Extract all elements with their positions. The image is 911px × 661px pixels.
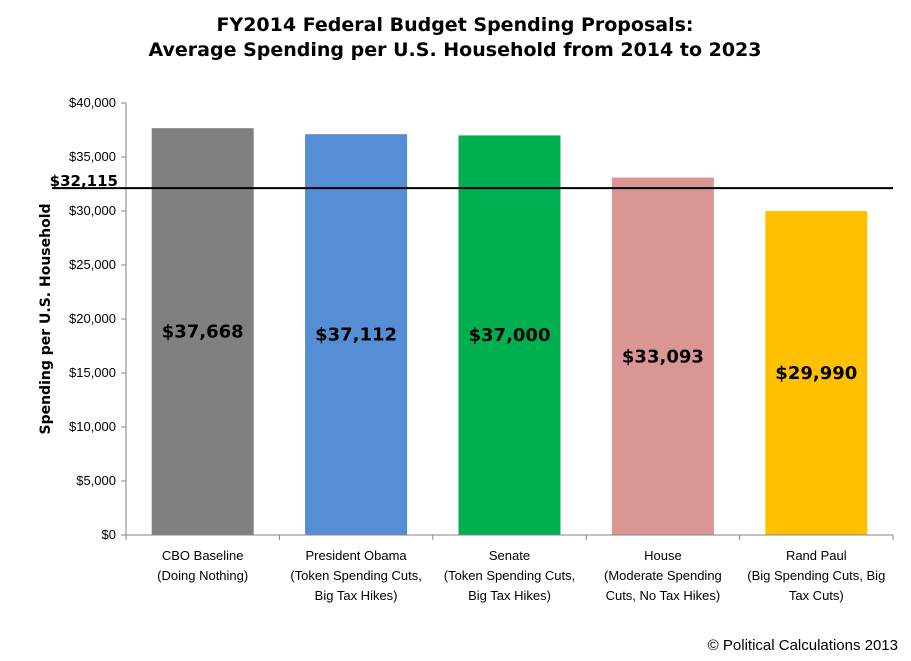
x-category-label: (Moderate Spending bbox=[604, 568, 722, 583]
x-category-label: Cuts, No Tax Hikes) bbox=[606, 588, 721, 603]
axes bbox=[125, 103, 894, 540]
reference-line-group: $32,115 bbox=[50, 172, 893, 190]
x-category-label: CBO Baseline bbox=[162, 548, 244, 563]
y-axis-label: Spending per U.S. Household bbox=[38, 203, 54, 434]
y-tick-label: $25,000 bbox=[69, 257, 116, 272]
bar bbox=[305, 134, 408, 535]
y-tick-label: $35,000 bbox=[69, 149, 116, 164]
y-tick-label: $15,000 bbox=[69, 365, 116, 380]
chart-title: FY2014 Federal Budget Spending Proposals… bbox=[149, 14, 762, 61]
copyright-notice: © Political Calculations 2013 bbox=[708, 637, 898, 654]
y-tick-label: $0 bbox=[102, 527, 116, 542]
bar-data-label: $37,112 bbox=[315, 325, 397, 346]
y-tick-label: $5,000 bbox=[76, 473, 116, 488]
x-category-label: President Obama bbox=[306, 548, 408, 563]
x-category-label: Big Tax Hikes) bbox=[315, 588, 398, 603]
x-category-label: (Token Spending Cuts, bbox=[290, 568, 422, 583]
category-labels: CBO Baseline (Doing Nothing) President Oba… bbox=[157, 548, 885, 603]
bar-data-label: $37,000 bbox=[469, 325, 551, 346]
chart-title-line: FY2014 Federal Budget Spending Proposals… bbox=[216, 14, 693, 36]
bar bbox=[458, 135, 561, 535]
bar-data-label: $33,093 bbox=[622, 346, 704, 367]
x-category-label: (Big Spending Cuts, Big bbox=[747, 568, 885, 583]
x-category-label: Senate bbox=[489, 548, 530, 563]
bar-data-label: $29,990 bbox=[775, 363, 857, 384]
x-category-label: Rand Paul bbox=[786, 548, 847, 563]
y-tick-label: $20,000 bbox=[69, 311, 116, 326]
reference-line-label: $32,115 bbox=[50, 172, 118, 190]
x-category-label: Big Tax Hikes) bbox=[468, 588, 551, 603]
x-category-label: House bbox=[644, 548, 682, 563]
y-axis-ticks: $0 $5,000 $10,000 $15,000 $20,000 $25,000 $30,… bbox=[69, 95, 126, 542]
y-tick-label: $30,000 bbox=[69, 203, 116, 218]
y-tick-label: $40,000 bbox=[69, 95, 116, 110]
chart-title-line: Average Spending per U.S. Household from… bbox=[149, 39, 762, 61]
x-category-label: (Doing Nothing) bbox=[157, 568, 248, 583]
bar bbox=[611, 177, 714, 536]
x-category-label: (Token Spending Cuts, bbox=[444, 568, 576, 583]
y-tick-label: $10,000 bbox=[69, 419, 116, 434]
bar bbox=[765, 211, 868, 535]
bar bbox=[151, 128, 254, 535]
bars: $37,668 $37,112 $37,000 $33,093 $29,990 bbox=[151, 128, 868, 536]
x-category-label: Tax Cuts) bbox=[789, 588, 844, 603]
bar-data-label: $37,668 bbox=[162, 322, 244, 343]
